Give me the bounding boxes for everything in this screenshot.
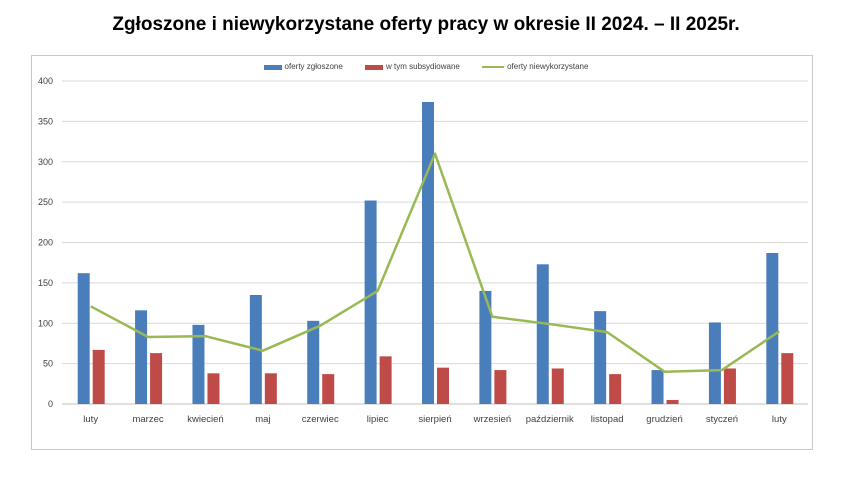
legend-item-series2: w tym subsydiowane — [365, 62, 460, 71]
bar-w-tym-subsydiowane — [150, 353, 163, 404]
bar-oferty-zgloszone — [307, 320, 320, 404]
legend-item-series1: oferty zgłoszone — [263, 62, 343, 72]
bar-w-tym-subsydiowane — [723, 368, 736, 404]
x-tick-label: luty — [83, 414, 98, 425]
bar-w-tym-subsydiowane — [494, 370, 507, 404]
legend-item-series3: oferty niewykorzystane — [482, 62, 588, 71]
legend-label-series1: oferty zgłoszone — [284, 62, 343, 72]
y-tick-label: 200 — [38, 238, 53, 248]
line-oferty-niewykorzystane — [90, 152, 781, 373]
legend-swatch-series1 — [263, 64, 282, 70]
legend-label-series2: w tym subsydiowane — [386, 62, 460, 72]
x-tick-label: czerwiec — [302, 414, 339, 425]
x-tick-label: marzec — [132, 414, 163, 425]
bar-w-tym-subsydiowane — [666, 399, 679, 404]
y-tick-label: 400 — [38, 76, 53, 86]
bar-w-tym-subsydiowane — [379, 356, 392, 404]
bar-oferty-zgloszone — [422, 101, 434, 405]
bar-oferty-zgloszone — [77, 273, 90, 404]
y-tick-label: 350 — [38, 116, 53, 126]
bar-oferty-zgloszone — [364, 200, 377, 404]
legend-swatch-series3 — [482, 66, 505, 69]
legend-label-series3: oferty niewykorzystane — [507, 62, 589, 72]
bar-w-tym-subsydiowane — [207, 373, 220, 404]
x-tick-label: grudzień — [646, 414, 682, 425]
bar-w-tym-subsydiowane — [264, 373, 277, 404]
x-tick-label: listopad — [591, 414, 624, 425]
bar-oferty-zgloszone — [766, 252, 779, 404]
legend-swatch-series2 — [365, 64, 384, 70]
y-tick-label: 150 — [38, 278, 53, 288]
bar-oferty-zgloszone — [594, 311, 607, 404]
bar-oferty-zgloszone — [708, 322, 721, 404]
bar-oferty-zgloszone — [479, 290, 492, 404]
y-tick-label: 250 — [38, 197, 53, 207]
bar-w-tym-subsydiowane — [609, 374, 622, 404]
bar-oferty-zgloszone — [135, 310, 148, 404]
bar-w-tym-subsydiowane — [551, 368, 564, 404]
y-tick-label: 50 — [43, 359, 53, 369]
bar-oferty-zgloszone — [651, 370, 664, 404]
y-tick-label: 300 — [38, 157, 53, 167]
chart-legend: oferty zgłoszone w tym subsydiowane ofer… — [0, 62, 852, 71]
chart-title: Zgłoszone i niewykorzystane oferty pracy… — [112, 14, 740, 35]
x-tick-label: sierpień — [418, 414, 451, 425]
x-tick-label: maj — [255, 414, 270, 425]
bar-oferty-zgloszone — [536, 264, 549, 404]
bar-w-tym-subsydiowane — [322, 374, 335, 404]
x-tick-label: styczeń — [706, 414, 738, 425]
bar-w-tym-subsydiowane — [781, 353, 794, 404]
bar-w-tym-subsydiowane — [437, 367, 449, 404]
x-tick-label: kwiecień — [187, 414, 223, 425]
bar-oferty-zgloszone — [192, 324, 205, 404]
x-tick-label: wrzesień — [473, 414, 512, 425]
x-tick-label: październik — [526, 414, 574, 425]
x-tick-label: lipiec — [367, 414, 389, 425]
x-tick-label: luty — [772, 414, 787, 425]
bar-w-tym-subsydiowane — [92, 349, 105, 404]
y-tick-label: 100 — [38, 318, 53, 328]
y-tick-label: 0 — [48, 399, 53, 409]
